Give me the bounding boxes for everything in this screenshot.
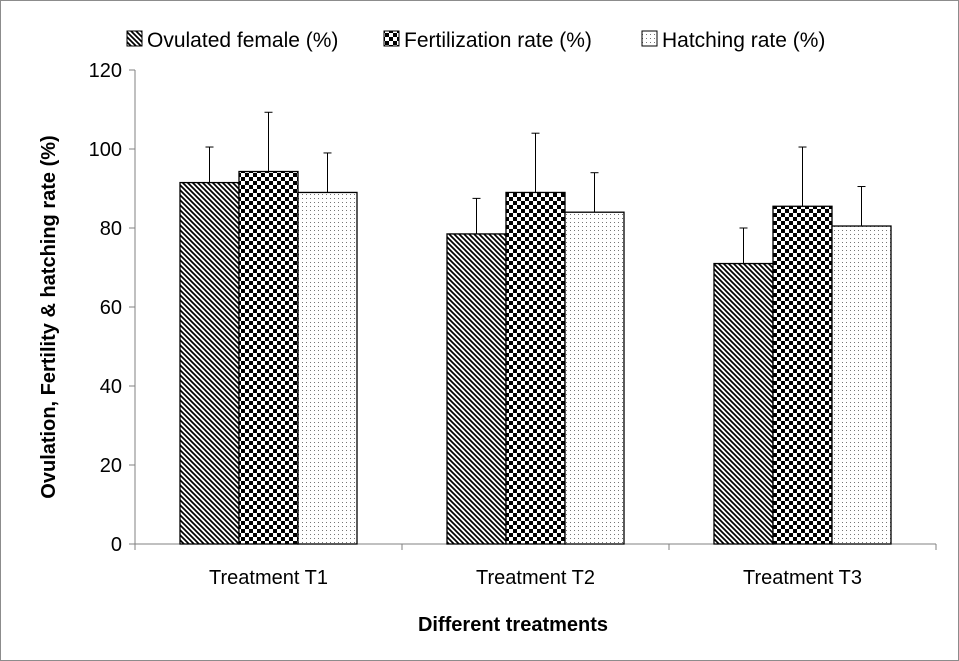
legend-swatch <box>126 30 143 47</box>
y-tick-label: 40 <box>100 376 122 398</box>
y-axis: 0 20 40 60 80 100 120 <box>89 60 136 556</box>
bar <box>179 181 240 545</box>
legend-label: Fertilization rate (%) <box>404 29 592 52</box>
x-tick-label: Treatment T3 <box>743 567 862 589</box>
y-tick-label: 80 <box>100 218 122 240</box>
x-axis-title: Different treatments <box>418 614 608 636</box>
legend: Ovulated female (%) Fertilization rate (%… <box>126 29 825 52</box>
y-tick-label: 60 <box>100 297 122 319</box>
x-tick-label: Treatment T1 <box>209 567 328 589</box>
y-tick-label: 100 <box>89 139 122 161</box>
y-axis-title: Ovulation, Fertility & hatching rate (%) <box>38 135 60 498</box>
x-axis: Treatment T1 Treatment T2 Treatment T3 <box>134 543 937 589</box>
bar <box>831 225 892 545</box>
legend-label: Hatching rate (%) <box>662 29 825 52</box>
y-tick-label: 0 <box>111 534 122 556</box>
bar <box>446 233 507 545</box>
y-tick-label: 120 <box>89 60 122 82</box>
bar <box>505 191 566 545</box>
bar <box>297 191 358 545</box>
legend-swatch <box>641 30 658 47</box>
y-tick-label: 20 <box>100 455 122 477</box>
bar <box>564 211 625 545</box>
x-tick-label: Treatment T2 <box>476 567 595 589</box>
bars <box>179 170 892 545</box>
legend-label: Ovulated female (%) <box>147 29 338 52</box>
bar <box>238 170 299 545</box>
error-bars <box>205 111 866 264</box>
legend-swatch <box>383 30 400 47</box>
bar <box>772 205 833 545</box>
bar <box>713 262 774 545</box>
